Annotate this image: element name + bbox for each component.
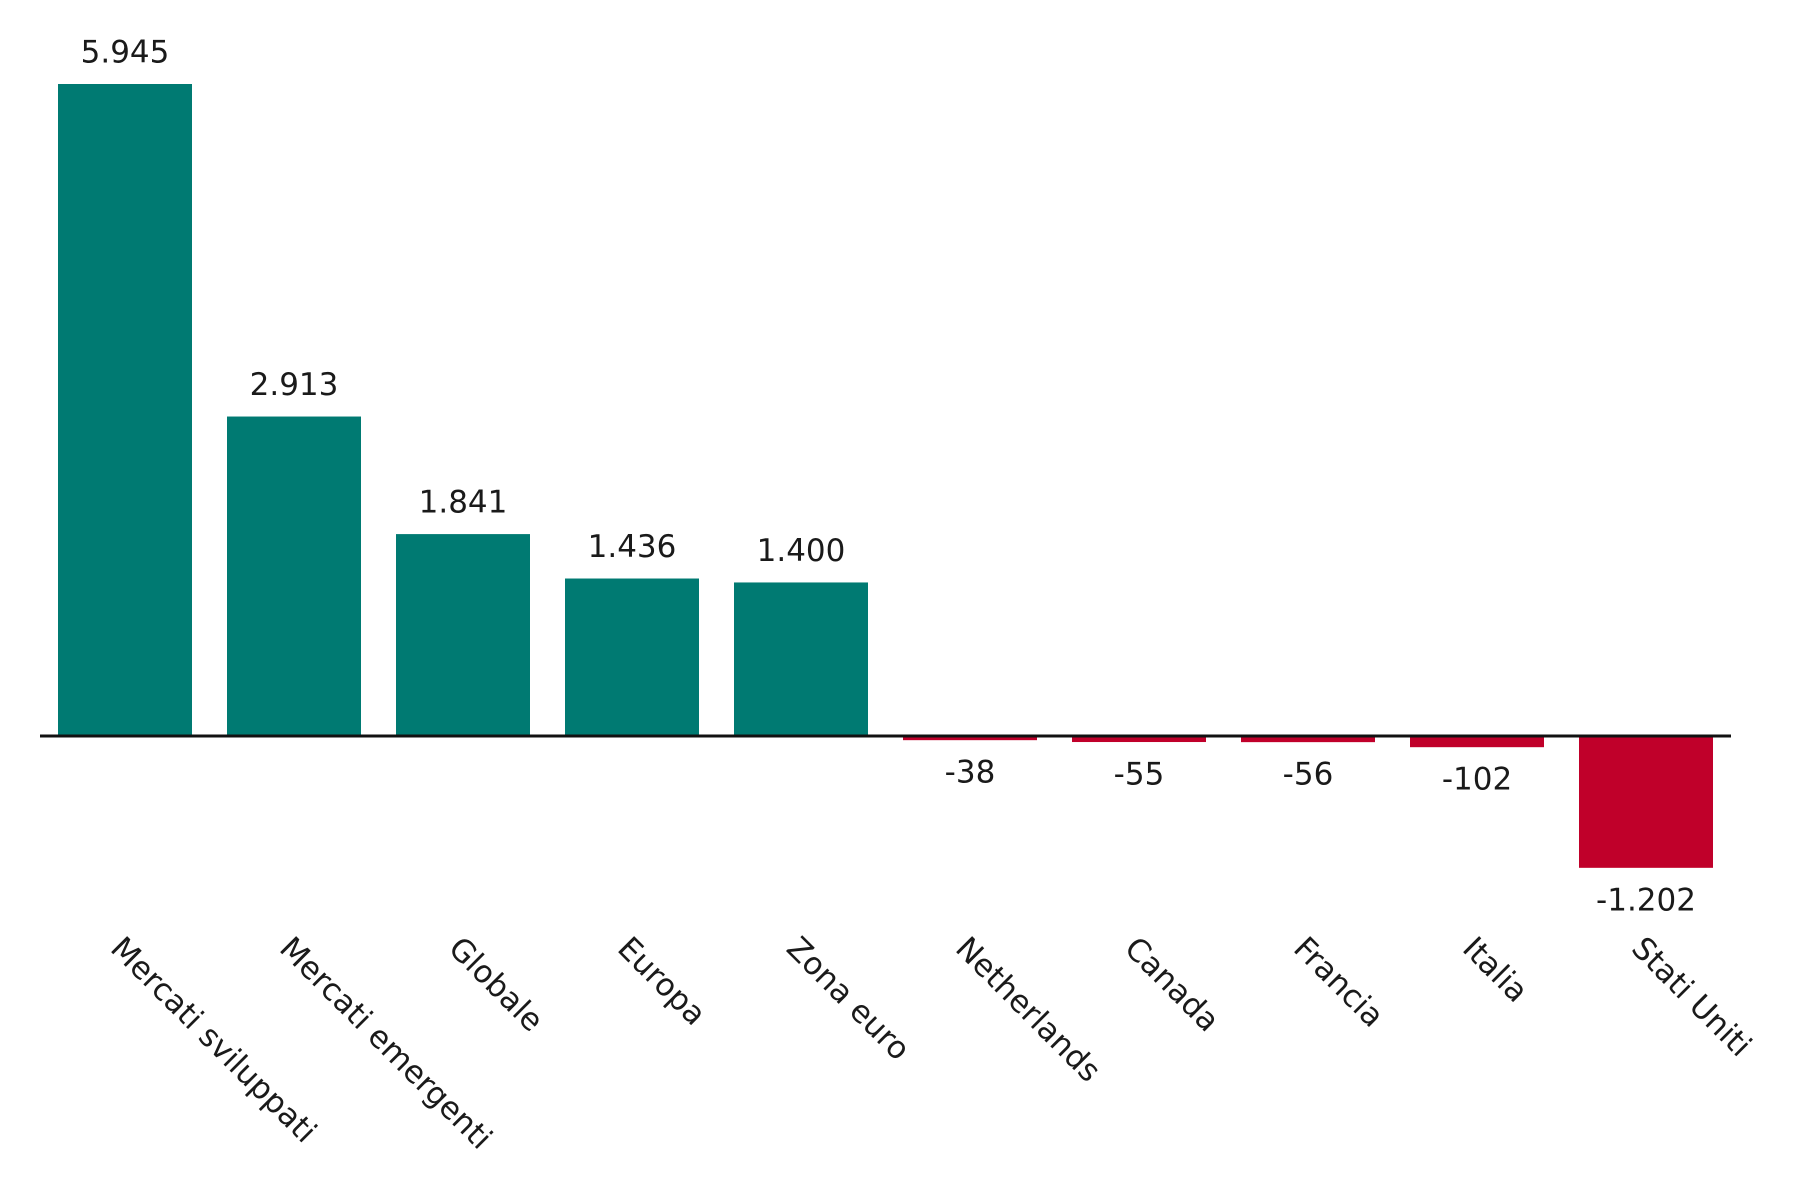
bar [396, 534, 530, 736]
bar [565, 578, 699, 736]
value-label: 5.945 [81, 35, 170, 71]
x-tick-label: Francia [1286, 930, 1390, 1034]
x-tick-label: Netherlands [948, 930, 1107, 1089]
value-label: -102 [1442, 762, 1512, 798]
x-tick-label: Globale [441, 930, 550, 1039]
value-label: -38 [945, 755, 996, 791]
x-tick-label: Canada [1117, 930, 1226, 1039]
x-tick-label: Stati Uniti [1624, 930, 1758, 1064]
bar [903, 736, 1037, 741]
value-label: 1.841 [419, 485, 508, 521]
bar [734, 582, 868, 736]
bar [227, 416, 361, 736]
x-tick-label: Italia [1455, 930, 1535, 1010]
value-label: 1.436 [588, 529, 677, 565]
x-tick-label: Europa [610, 930, 712, 1032]
bar [1241, 736, 1375, 743]
bar [1410, 736, 1544, 748]
value-label: -1.202 [1596, 882, 1696, 918]
value-label: 1.400 [757, 533, 846, 569]
value-label: -55 [1114, 757, 1165, 793]
bar [1579, 736, 1713, 868]
bar [58, 84, 192, 736]
x-tick-label: Zona euro [779, 930, 916, 1067]
value-label: -56 [1283, 757, 1334, 793]
value-label: 2.913 [250, 367, 339, 403]
bar [1072, 736, 1206, 743]
